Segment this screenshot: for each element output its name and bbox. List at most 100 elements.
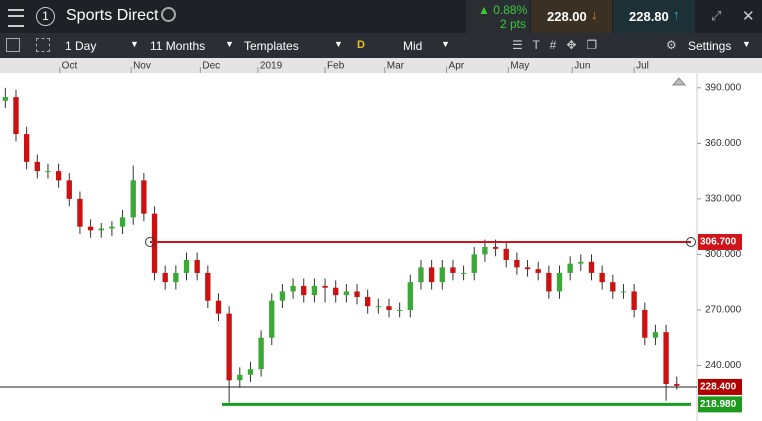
candle-body [354, 291, 360, 297]
change-box: ▲ 0.88% 2 pts [466, 0, 530, 33]
x-tick-label: Mar [387, 61, 405, 72]
interval[interactable]: 1 Day ▼ [65, 39, 139, 53]
candle-body [13, 97, 19, 135]
range-label: 11 Months [150, 39, 206, 53]
close-icon[interactable]: ✕ [742, 8, 755, 25]
price-tag-label: 228.400 [700, 382, 737, 393]
y-tick-label: 270.000 [705, 305, 742, 316]
range[interactable]: 11 Months ▼ [150, 39, 234, 53]
change-pct-value: 0.88% [493, 3, 528, 17]
list-icon[interactable] [6, 38, 20, 52]
candle-body [514, 259, 520, 268]
layout-icon[interactable] [36, 38, 50, 52]
candle-body [663, 332, 669, 384]
price-tag-label: 218.980 [700, 399, 737, 410]
settings-icon[interactable]: ⚙ [666, 38, 677, 52]
candle-body [407, 282, 413, 310]
candle-body [556, 272, 563, 292]
x-tick-label: Dec [202, 61, 220, 72]
candle-body [215, 300, 222, 314]
settings[interactable]: Settings ▼ [688, 39, 751, 53]
y-tick-label: 300.000 [705, 249, 742, 260]
buy-box[interactable]: 228.80 ↑ [613, 0, 695, 33]
search-icon[interactable] [161, 7, 176, 22]
templates[interactable]: Templates ▼ [244, 39, 343, 53]
candle-body [471, 254, 477, 273]
candle-body [535, 269, 541, 273]
x-tick-label: Feb [327, 61, 345, 72]
x-tick-label: 2019 [260, 61, 283, 72]
x-tick-label: Jun [574, 61, 590, 72]
sell-box[interactable]: 228.00 ↓ [531, 0, 612, 33]
x-tick-label: Nov [133, 61, 151, 72]
change-pct: ▲ 0.88% [478, 3, 528, 17]
candle-body [492, 247, 499, 249]
candle-body [588, 261, 595, 273]
price-type-label: Mid [403, 39, 423, 53]
x-tick-label: Jul [636, 61, 649, 72]
price-tag-label: 306.700 [700, 237, 737, 248]
candle-body [620, 291, 627, 293]
candle-body [23, 134, 30, 162]
candle-body [109, 226, 115, 229]
price-type[interactable]: Mid ▼ [403, 39, 450, 53]
candle-body [428, 267, 435, 283]
candle-body [98, 228, 104, 231]
candle-body [418, 267, 424, 283]
candle-body [237, 374, 243, 381]
window-id: 1 [36, 7, 55, 26]
candle-body [226, 313, 232, 381]
top-bar: 1 Sports Direct ▲ 0.88% 2 pts 228.00 ↓ 2… [0, 0, 762, 33]
candle-body [674, 383, 680, 386]
resize-icon[interactable]: ⤢ [711, 8, 722, 23]
candle-body [66, 180, 72, 199]
line-handle [145, 237, 155, 248]
d-flag[interactable]: D [357, 39, 365, 51]
candle-body [247, 369, 254, 375]
candle-body [503, 248, 509, 260]
x-tick-label: Oct [62, 61, 78, 72]
change-pts: 2 pts [500, 17, 527, 31]
instrument-name[interactable]: Sports Direct [66, 7, 159, 24]
candle-body [567, 263, 573, 273]
candle-body [119, 217, 126, 227]
candle-body [322, 285, 328, 288]
candle-body [183, 259, 190, 273]
x-tick-label: May [510, 61, 529, 72]
candle-body [162, 272, 168, 283]
candle-body [375, 306, 382, 308]
y-tick-label: 240.000 [705, 360, 742, 371]
line-handle [686, 237, 696, 248]
candle-body [130, 180, 136, 218]
interval-label: 1 Day [65, 39, 97, 53]
buy-price[interactable]: 228.80 [629, 9, 669, 24]
scroll-icon[interactable] [671, 77, 687, 86]
tool-icons[interactable]: ☰ T # ✥ ❐ [512, 38, 598, 52]
price-tag [698, 378, 742, 395]
candle-body [87, 226, 94, 231]
candle-body [279, 291, 286, 301]
candle-body [205, 272, 211, 301]
candle-body [386, 306, 392, 310]
y-tick-label: 360.000 [705, 138, 742, 149]
candle-body [652, 332, 659, 338]
sell-price[interactable]: 228.00 [547, 9, 587, 24]
candle-body [173, 272, 179, 283]
candle-body [546, 272, 552, 292]
menu-icon[interactable] [8, 9, 24, 27]
candle-body [258, 337, 264, 370]
sell-arrow: ↓ [591, 7, 598, 22]
price-tag [698, 396, 742, 413]
candle-body [141, 180, 147, 214]
buy-arrow: ↑ [673, 7, 680, 22]
candle-body [55, 171, 62, 181]
candle-body [642, 309, 648, 338]
candle-body [482, 247, 488, 255]
candle-body [2, 97, 8, 101]
candle-body [460, 272, 467, 274]
candle-body [599, 272, 605, 283]
candle-body [333, 287, 339, 296]
settings-label: Settings [688, 39, 732, 53]
price-tag [698, 234, 742, 251]
